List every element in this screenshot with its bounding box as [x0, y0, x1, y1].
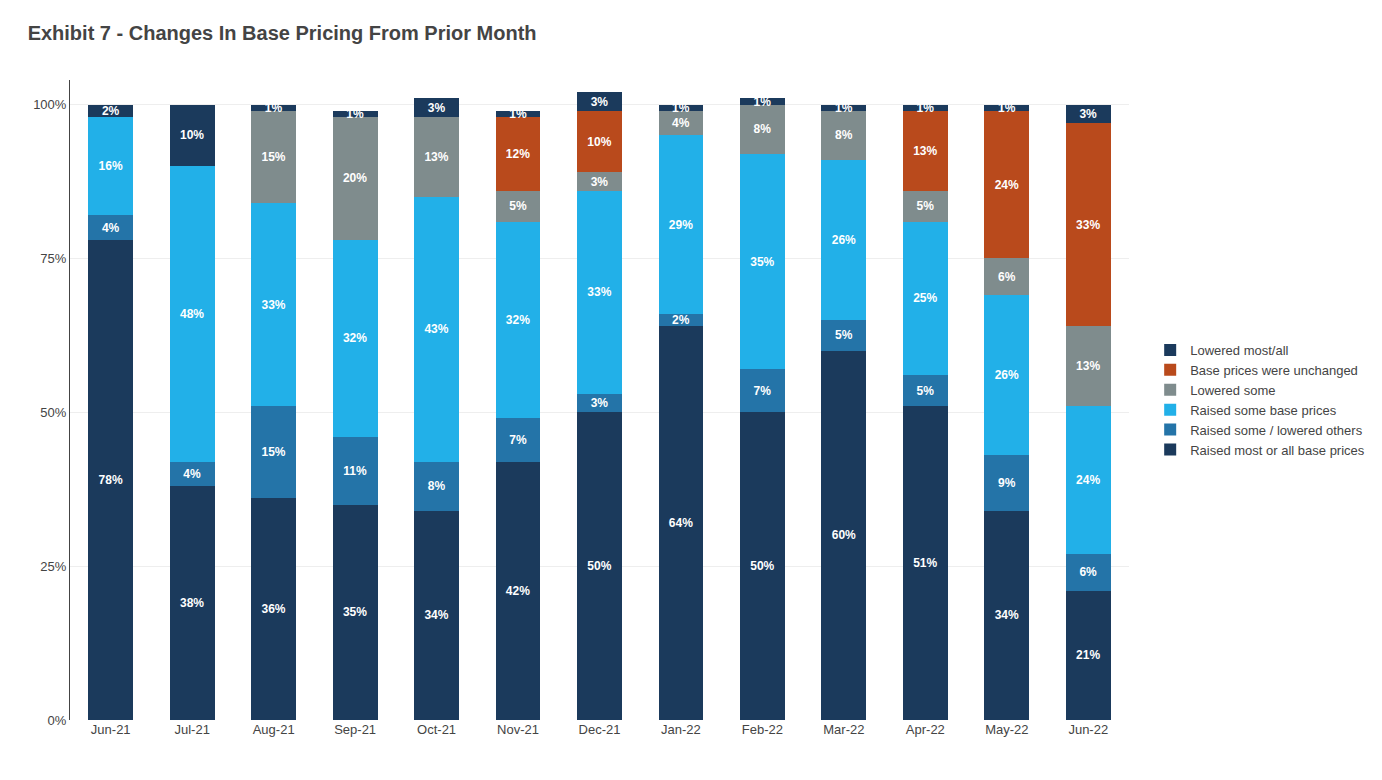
svg-text:26%: 26% — [832, 233, 856, 247]
svg-text:1%: 1% — [754, 95, 772, 109]
svg-text:34%: 34% — [424, 608, 448, 622]
svg-text:3%: 3% — [591, 175, 609, 189]
svg-text:4%: 4% — [672, 116, 690, 130]
svg-text:Raised some base prices: Raised some base prices — [1190, 403, 1336, 418]
svg-text:8%: 8% — [754, 122, 772, 136]
svg-text:100%: 100% — [33, 97, 67, 112]
svg-text:1%: 1% — [346, 107, 364, 121]
svg-text:Jul-21: Jul-21 — [174, 722, 209, 737]
svg-text:32%: 32% — [343, 331, 367, 345]
svg-text:1%: 1% — [835, 101, 853, 115]
svg-text:29%: 29% — [669, 218, 693, 232]
svg-text:38%: 38% — [180, 596, 204, 610]
svg-text:Raised some / lowered others: Raised some / lowered others — [1190, 423, 1362, 438]
svg-text:21%: 21% — [1076, 648, 1100, 662]
svg-text:6%: 6% — [998, 270, 1016, 284]
svg-text:Jun-22: Jun-22 — [1068, 722, 1108, 737]
svg-text:36%: 36% — [261, 602, 285, 616]
svg-text:4%: 4% — [102, 221, 120, 235]
svg-text:25%: 25% — [913, 291, 937, 305]
svg-text:3%: 3% — [1079, 107, 1097, 121]
svg-text:Dec-21: Dec-21 — [579, 722, 621, 737]
svg-text:33%: 33% — [261, 298, 285, 312]
svg-text:33%: 33% — [1076, 218, 1100, 232]
svg-text:78%: 78% — [99, 473, 123, 487]
svg-text:16%: 16% — [99, 159, 123, 173]
svg-text:Lowered some: Lowered some — [1190, 383, 1275, 398]
svg-text:1%: 1% — [672, 101, 690, 115]
svg-text:1%: 1% — [509, 107, 527, 121]
svg-text:34%: 34% — [995, 608, 1019, 622]
svg-text:7%: 7% — [509, 433, 527, 447]
svg-text:0%: 0% — [48, 713, 67, 728]
svg-text:3%: 3% — [591, 396, 609, 410]
svg-text:5%: 5% — [835, 328, 853, 342]
svg-text:51%: 51% — [913, 556, 937, 570]
svg-text:1%: 1% — [265, 101, 283, 115]
svg-text:75%: 75% — [40, 251, 66, 266]
svg-text:Nov-21: Nov-21 — [497, 722, 539, 737]
svg-text:3%: 3% — [428, 101, 446, 115]
svg-text:May-22: May-22 — [985, 722, 1028, 737]
svg-text:43%: 43% — [424, 322, 448, 336]
svg-text:8%: 8% — [835, 128, 853, 142]
svg-text:15%: 15% — [261, 445, 285, 459]
svg-text:24%: 24% — [1076, 473, 1100, 487]
svg-text:13%: 13% — [913, 144, 937, 158]
svg-text:Sep-21: Sep-21 — [334, 722, 376, 737]
svg-text:8%: 8% — [428, 479, 446, 493]
svg-text:20%: 20% — [343, 171, 367, 185]
svg-text:9%: 9% — [998, 476, 1016, 490]
svg-text:50%: 50% — [750, 559, 774, 573]
svg-text:48%: 48% — [180, 307, 204, 321]
svg-text:Base prices were unchanged: Base prices were unchanged — [1190, 363, 1358, 378]
svg-text:35%: 35% — [750, 255, 774, 269]
svg-text:4%: 4% — [183, 467, 201, 481]
svg-text:11%: 11% — [343, 464, 367, 478]
svg-text:Oct-21: Oct-21 — [417, 722, 456, 737]
svg-text:50%: 50% — [587, 559, 611, 573]
svg-text:Raised most or all base prices: Raised most or all base prices — [1190, 443, 1365, 458]
svg-text:2%: 2% — [102, 104, 120, 118]
svg-text:Lowered most/all: Lowered most/all — [1190, 343, 1288, 358]
svg-text:Apr-22: Apr-22 — [906, 722, 945, 737]
svg-text:10%: 10% — [587, 135, 611, 149]
svg-text:26%: 26% — [995, 368, 1019, 382]
svg-text:35%: 35% — [343, 605, 367, 619]
svg-text:32%: 32% — [506, 313, 530, 327]
svg-text:13%: 13% — [424, 150, 448, 164]
svg-text:33%: 33% — [587, 285, 611, 299]
svg-text:1%: 1% — [917, 101, 935, 115]
svg-text:13%: 13% — [1076, 359, 1100, 373]
svg-text:Aug-21: Aug-21 — [253, 722, 295, 737]
svg-text:50%: 50% — [40, 405, 66, 420]
svg-text:Jan-22: Jan-22 — [661, 722, 701, 737]
svg-text:Jun-21: Jun-21 — [91, 722, 131, 737]
svg-text:Feb-22: Feb-22 — [742, 722, 783, 737]
svg-text:64%: 64% — [669, 516, 693, 530]
svg-text:24%: 24% — [995, 178, 1019, 192]
svg-text:25%: 25% — [40, 559, 66, 574]
svg-text:7%: 7% — [754, 384, 772, 398]
svg-text:2%: 2% — [672, 313, 690, 327]
svg-text:Mar-22: Mar-22 — [823, 722, 864, 737]
svg-text:Exhibit 7 - Changes In Base Pr: Exhibit 7 - Changes In Base Pricing From… — [28, 22, 537, 44]
svg-text:15%: 15% — [261, 150, 285, 164]
svg-text:60%: 60% — [832, 528, 856, 542]
svg-text:5%: 5% — [917, 199, 935, 213]
svg-text:3%: 3% — [591, 95, 609, 109]
svg-text:5%: 5% — [509, 199, 527, 213]
svg-text:1%: 1% — [998, 101, 1016, 115]
svg-text:12%: 12% — [506, 147, 530, 161]
svg-text:10%: 10% — [180, 128, 204, 142]
svg-text:5%: 5% — [917, 384, 935, 398]
svg-text:6%: 6% — [1079, 565, 1097, 579]
svg-text:42%: 42% — [506, 584, 530, 598]
